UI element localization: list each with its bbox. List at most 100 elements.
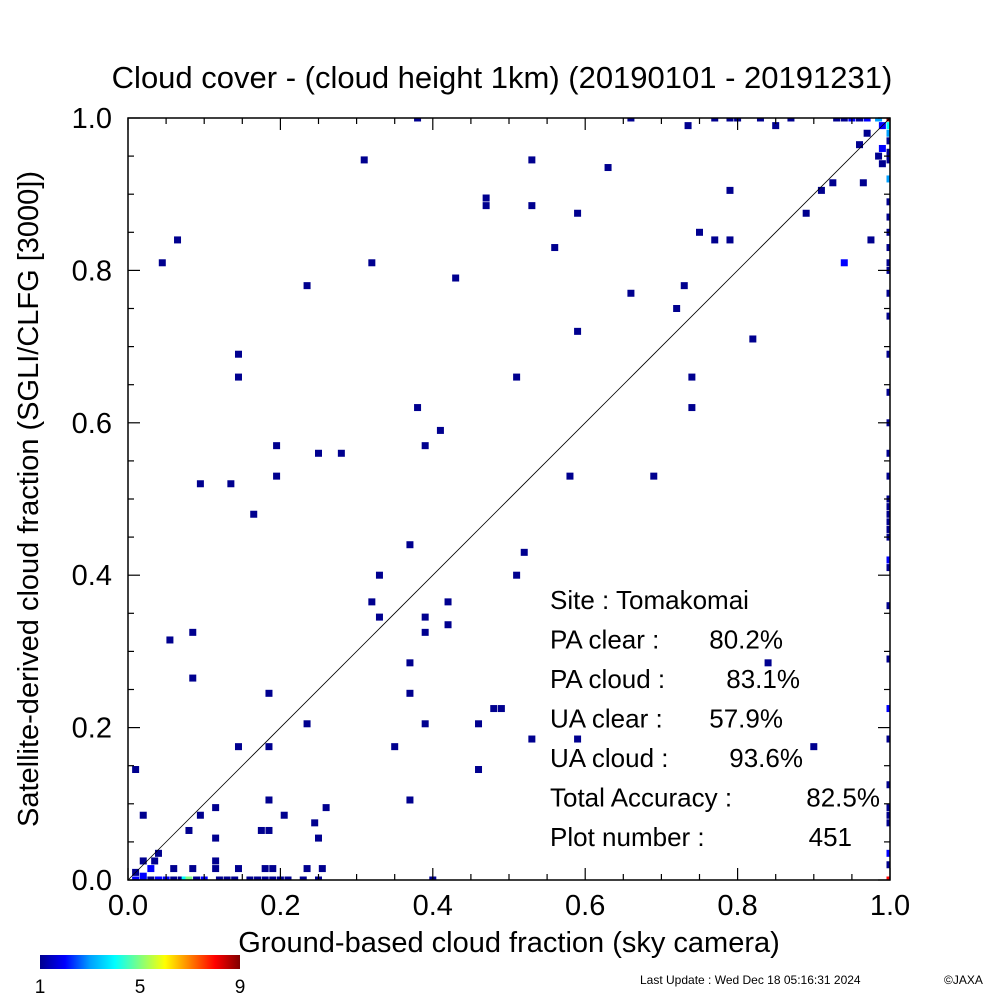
data-point [132,766,140,774]
data-point [817,186,825,194]
data-point [711,236,719,244]
stats-box: Site : Tomakomai PA clear : 80.2% PA cloud … [550,585,880,852]
data-point [215,876,223,880]
data-point [303,720,311,728]
data-point [375,613,383,621]
data-point [139,811,147,819]
data-point [726,186,734,194]
data-point [528,202,536,210]
data-point [886,811,890,819]
data-points [132,118,890,880]
data-point [886,213,890,221]
data-point [749,335,757,343]
data-point [886,503,890,511]
data-point [284,876,292,880]
colorbar-labels: 1 5 9 [35,977,246,998]
data-point [886,129,890,137]
data-point [886,804,890,812]
stats-value: 451 [809,822,852,852]
data-point [886,244,890,252]
data-point [886,289,890,297]
data-point [886,259,890,267]
data-point [829,179,837,187]
data-point [863,129,871,137]
data-point [756,118,764,122]
data-point [147,865,155,873]
data-point [840,118,848,122]
y-tick-label: 0.6 [72,408,112,440]
data-point [223,876,231,880]
data-point [833,118,841,122]
y-tick-label: 0.0 [72,865,112,897]
data-point [520,548,528,556]
data-point [696,228,703,236]
data-point [513,373,521,381]
data-point [886,735,890,743]
data-point [315,834,322,842]
data-point [886,175,890,183]
stats-label: Total Accuracy : [550,783,732,813]
last-update-text: Last Update : Wed Dec 18 05:16:31 2024 [640,973,861,987]
x-axis-label: Ground-based cloud fraction (sky camera) [238,927,780,959]
data-point [196,480,204,488]
data-point [886,861,890,869]
data-point [528,735,536,743]
data-point [886,564,890,572]
copyright-text: ©JAXA [944,973,983,987]
data-point [360,156,368,164]
data-point [772,122,780,130]
data-point [886,312,890,320]
data-point [185,826,193,834]
data-point [265,743,273,751]
data-point [265,796,273,804]
data-point [886,148,890,156]
colorbar [40,955,240,969]
stats-value: 57.9% [709,704,783,734]
data-point [139,857,147,865]
data-point [886,849,890,857]
data-point [132,876,140,880]
one-to-one-line [127,117,891,881]
data-point [673,305,681,312]
y-tick-label: 0.2 [72,713,112,745]
axis-ticks: 0.0 0.2 0.4 0.6 0.8 1.0 0.0 0.2 0.4 0.6 0.8 1.0 [72,103,910,922]
data-point [436,426,444,434]
data-point [688,373,696,381]
data-point [406,796,414,804]
data-point [318,865,326,873]
colorbar-tick-label: 9 [235,977,246,998]
data-point [265,689,273,697]
data-point [212,857,220,865]
data-point [886,876,890,880]
data-point [875,118,883,122]
data-point [726,118,734,122]
data-point [375,571,383,579]
data-point [189,628,197,636]
data-point [886,350,890,358]
data-point [856,141,864,149]
data-point [269,876,277,880]
data-point [726,236,734,244]
data-point [764,659,772,667]
stats-label: PA clear : [550,625,659,655]
colorbar-tick-label: 5 [135,977,146,998]
data-point [886,525,890,533]
data-point [421,613,429,621]
data-point [497,705,505,713]
data-point [273,442,281,450]
data-point [261,865,269,873]
data-point [269,865,277,873]
data-point [878,144,886,152]
data-point [711,118,719,122]
data-point [452,274,460,282]
data-point [139,872,147,880]
stats-value: 93.6% [729,743,803,773]
data-point [303,282,311,290]
chart-title: Cloud cover - (cloud height 1km) (201901… [112,60,893,95]
data-point [227,480,235,488]
data-point [151,857,159,865]
data-point [322,804,330,812]
data-point [875,152,883,160]
data-point [368,598,376,606]
data-point [337,449,345,457]
